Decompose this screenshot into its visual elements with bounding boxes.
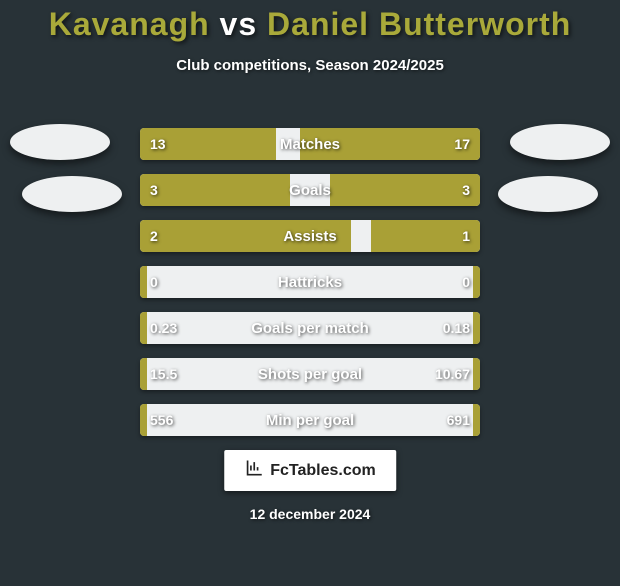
stat-row: 33Goals [140, 174, 480, 206]
stat-row: 21Assists [140, 220, 480, 252]
stat-label: Goals [140, 174, 480, 206]
site-name: FcTables.com [270, 462, 376, 480]
player1-avatar-top [10, 124, 110, 160]
subtitle: Club competitions, Season 2024/2025 [0, 57, 620, 74]
player2-avatar-bottom [498, 176, 598, 212]
player1-name: Kavanagh [49, 6, 210, 42]
site-badge: FcTables.com [224, 450, 396, 491]
stat-label: Min per goal [140, 404, 480, 436]
stat-row: 0.230.18Goals per match [140, 312, 480, 344]
stat-label: Matches [140, 128, 480, 160]
stat-row: 1317Matches [140, 128, 480, 160]
stat-label: Shots per goal [140, 358, 480, 390]
comparison-title: Kavanagh vs Daniel Butterworth [0, 6, 620, 43]
vs-text: vs [220, 6, 258, 42]
stat-row: 15.510.67Shots per goal [140, 358, 480, 390]
stat-row: 00Hattricks [140, 266, 480, 298]
player2-avatar-top [510, 124, 610, 160]
stat-row: 556691Min per goal [140, 404, 480, 436]
date-text: 12 december 2024 [0, 506, 620, 522]
stat-label: Assists [140, 220, 480, 252]
stat-label: Goals per match [140, 312, 480, 344]
player2-name: Daniel Butterworth [267, 6, 571, 42]
player1-avatar-bottom [22, 176, 122, 212]
chart-icon [244, 458, 264, 483]
stat-label: Hattricks [140, 266, 480, 298]
stats-bars-container: 1317Matches 33Goals 21Assists 00Hattricks 0.… [140, 128, 480, 450]
